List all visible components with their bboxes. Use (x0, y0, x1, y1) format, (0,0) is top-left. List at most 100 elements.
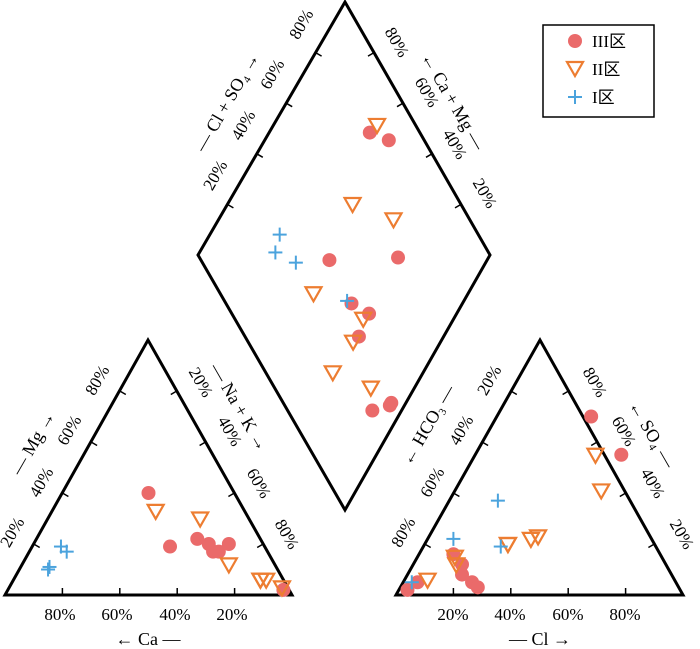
tick-label: 20% (0, 514, 28, 550)
marker-anion-iii (614, 447, 629, 462)
marker-diamond-i (340, 293, 355, 308)
tick-mark (90, 441, 98, 447)
tick-mark (367, 51, 375, 57)
marker-cation-ii (256, 572, 277, 590)
tick-mark (590, 441, 598, 447)
marker-legend-ii (565, 60, 585, 79)
marker-diamond-ii (367, 117, 387, 136)
legend-label-ii: II区 (592, 60, 620, 79)
diamond-camg-tick-labels: 80% 60% 40% 20% (381, 24, 501, 211)
axis-title-hco3: ← HCO₃ — (397, 380, 459, 468)
legend-markers (565, 34, 585, 104)
legend-box (542, 24, 655, 118)
marker-anion-i (490, 493, 505, 508)
tick-label: 80% (579, 364, 611, 400)
tick-label: 40% (494, 605, 525, 624)
marker-diamond-iii (322, 253, 337, 268)
tick-mark (119, 390, 127, 396)
tick-label: 40% (637, 465, 669, 501)
marker-anion-ii (528, 529, 548, 547)
tick-marks (33, 51, 655, 595)
marker-diamond-i (288, 255, 303, 270)
axis-title-ca: ← Ca — (116, 629, 182, 649)
marker-cation-i (59, 544, 74, 559)
tick-mark (425, 153, 433, 158)
tick-mark (170, 390, 178, 396)
tick-label: 80% (285, 6, 317, 42)
marker-diamond-iii (382, 398, 397, 413)
marker-cation-iii (163, 539, 178, 554)
marker-cation-iii (190, 531, 205, 546)
marker-cation-i (42, 559, 57, 574)
tick-mark (619, 492, 627, 498)
cation-ca-tick-labels: 80% 60% 40% 20% (44, 605, 247, 624)
tick-mark (453, 492, 460, 498)
marker-diamond-ii (322, 365, 343, 383)
tick-mark (562, 390, 569, 396)
tick-mark (256, 543, 264, 549)
marker-anion-i (493, 539, 508, 554)
marker-cation-ii (272, 580, 292, 598)
tick-mark (256, 153, 264, 158)
tick-mark (648, 543, 655, 549)
marker-diamond-iii (381, 133, 396, 148)
tick-mark (62, 492, 69, 498)
marker-anion-ii (591, 483, 612, 501)
tick-label: 80% (81, 362, 113, 398)
tick-label: 20% (437, 605, 468, 624)
tick-label: 60% (243, 465, 275, 501)
tick-mark (454, 203, 462, 209)
marker-legend-i (568, 90, 582, 104)
tick-label: 60% (552, 605, 583, 624)
axis-title-mg: — Mg → (6, 408, 59, 480)
tick-mark (481, 441, 489, 447)
tick-mark (227, 203, 234, 209)
marker-anion-ii (417, 572, 438, 590)
marker-cation-i (41, 562, 56, 577)
legend: III区 II区 I区 (542, 24, 655, 118)
tick-label: 80% (271, 516, 303, 552)
marker-cation-iii (211, 544, 226, 559)
marker-diamond-ii (343, 334, 363, 352)
tick-label: 20% (666, 516, 698, 552)
marker-anion-iii (584, 409, 599, 424)
marker-diamond-ii (383, 212, 404, 230)
tick-mark (510, 390, 518, 396)
tick-label: 80% (609, 605, 640, 624)
axis-title-cl: — Cl → (508, 629, 571, 649)
marker-anion-ii (585, 447, 606, 465)
marker-diamond-iii (365, 403, 380, 418)
tick-label: 80% (381, 24, 413, 60)
marker-anion-i (404, 575, 419, 590)
marker-anion-i (446, 531, 461, 546)
legend-label-iii: III区 (592, 32, 626, 51)
marker-cation-iii (141, 486, 156, 500)
tick-mark (33, 543, 41, 549)
tick-mark (396, 102, 404, 108)
tick-label: 60% (101, 605, 132, 624)
anion-so4-tick-labels: 80% 60% 40% 20% (579, 364, 698, 552)
marker-anion-ii (520, 531, 541, 550)
tick-mark (424, 543, 432, 549)
tick-label: 80% (44, 605, 75, 624)
marker-anion-iii (470, 580, 485, 595)
marker-cation-ii (145, 503, 166, 522)
tick-label: 20% (473, 362, 505, 398)
marker-anion-ii (498, 536, 518, 555)
tick-label: 40% (445, 412, 477, 448)
marker-diamond-ii (360, 380, 381, 398)
cation-triangle-frame (2, 336, 295, 597)
tick-label: 20% (216, 605, 247, 624)
axis-title-clso4: — Cl + SO₄ → (190, 49, 263, 156)
marker-diamond-i (268, 245, 283, 260)
tick-mark (285, 102, 293, 108)
tick-label: 80% (387, 514, 419, 550)
tick-label: 60% (416, 464, 448, 500)
marker-diamond-ii (342, 196, 363, 215)
tick-mark (228, 492, 235, 498)
marker-diamond-ii (303, 286, 324, 304)
anion-cl-tick-labels: 20% 40% 60% 80% (437, 605, 640, 624)
marker-diamond-iii (362, 125, 377, 140)
marker-cation-ii (190, 511, 211, 529)
